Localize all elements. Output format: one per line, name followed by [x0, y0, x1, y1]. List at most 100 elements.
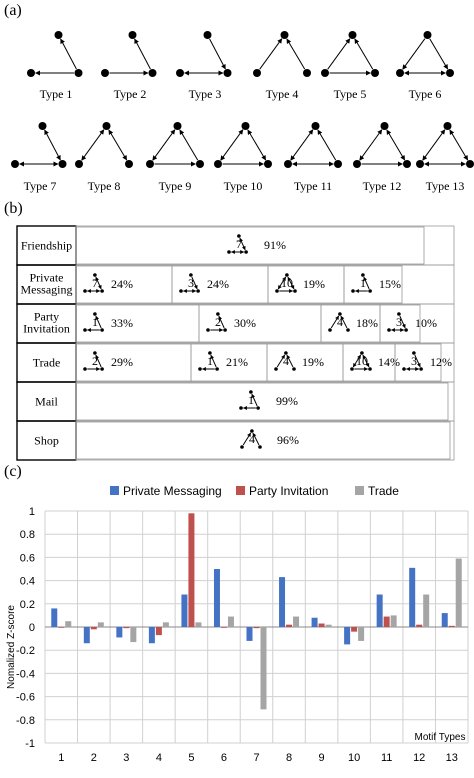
motif-edge: [44, 129, 61, 161]
motif-type-label: Type 11: [294, 179, 332, 193]
motif-edge: [242, 432, 252, 446]
motif-edge: [247, 129, 267, 161]
motif-percentage: 24%: [111, 277, 133, 291]
motif-edge: [449, 129, 469, 161]
bar-trade: [97, 622, 104, 627]
motif-number: 10: [356, 354, 368, 368]
motif-percentage: 99%: [276, 394, 298, 408]
motif-edge: [239, 237, 246, 251]
x-tick-label: 9: [319, 752, 325, 764]
bar-party-invitation: [383, 616, 390, 627]
motif-edge: [286, 354, 294, 368]
motif-edge: [95, 315, 102, 329]
motif-node: [102, 122, 111, 130]
motif-type-label: Type 8: [88, 179, 121, 193]
motif-node: [280, 31, 289, 39]
motif-node: [244, 250, 248, 254]
bar-private-messaging: [279, 577, 286, 627]
bar-trade: [455, 558, 462, 627]
motif-number: 4: [249, 432, 255, 446]
panel-b: (b) Friendship 7 91% Private Messaging 7 24% 3 2…: [0, 196, 474, 461]
motif-edge: [179, 129, 199, 161]
bar-private-messaging: [441, 613, 448, 627]
bar-private-messaging: [344, 627, 351, 645]
bar-private-messaging: [376, 594, 383, 627]
motif-2-mini-glyph: [83, 351, 104, 371]
y-tick-label: -0.2: [16, 645, 35, 657]
motif-type-10-glyph: [214, 122, 272, 168]
bar-party-invitation: [188, 513, 195, 627]
motif-edge: [209, 38, 226, 70]
motif-node: [423, 31, 432, 39]
motif-node: [284, 351, 288, 355]
motif-edge: [422, 129, 446, 161]
motif-number: 3: [188, 276, 194, 290]
legend-swatch: [355, 486, 364, 495]
motif-type-label: Type 9: [159, 179, 192, 193]
motif-edge: [354, 38, 374, 70]
motif-node: [371, 69, 379, 77]
bar-private-messaging: [311, 617, 318, 627]
motif-number: 3: [396, 315, 402, 329]
bar-private-messaging: [181, 594, 188, 627]
motif-node: [348, 31, 357, 39]
motif-node: [353, 160, 361, 168]
motif-node: [27, 69, 35, 77]
motif-node: [293, 289, 297, 293]
motif-node: [125, 160, 133, 168]
legend-label: Party Invitation: [249, 484, 328, 498]
table-row: Private Messaging 7 24% 3 24% 10 19% 1 15%: [16, 264, 455, 305]
motif-node: [214, 160, 222, 168]
motif-node: [311, 122, 320, 130]
motif-node: [284, 160, 292, 168]
motif-type-5-glyph: [321, 31, 379, 77]
motif-share-cell: [75, 226, 425, 265]
bar-private-messaging: [409, 567, 416, 627]
motif-node: [93, 312, 97, 316]
motif-node: [274, 367, 278, 371]
motif-node: [443, 122, 452, 130]
motif-type-9-glyph: [146, 122, 204, 168]
motif-node: [203, 31, 212, 39]
row-name: Trade: [33, 356, 61, 370]
motif-node: [350, 367, 354, 371]
bar-private-messaging: [148, 627, 155, 644]
motif-1-mini-glyph: [83, 312, 104, 332]
motif-type-label: Type 6: [409, 87, 442, 101]
motif-3-mini-glyph: [402, 351, 423, 371]
motif-node: [176, 69, 184, 77]
motif-node: [223, 69, 232, 77]
motif-type-3-glyph: [176, 31, 232, 77]
motif-type-label: Type 13: [426, 179, 465, 193]
row-name: Party Invitation: [23, 310, 70, 336]
motif-node: [466, 160, 474, 168]
motif-percentage: 10%: [415, 316, 437, 330]
motif-1-mini-glyph: [198, 351, 219, 371]
bar-party-invitation: [286, 624, 293, 627]
motif-number: 1: [248, 393, 254, 407]
motif-distribution-table: Friendship 7 91% Private Messaging 7 24% 3 24% 10…: [16, 225, 455, 461]
motif-edge: [363, 276, 370, 290]
motif-edge: [402, 38, 426, 70]
motif-3-mini-glyph: [387, 312, 408, 332]
legend-label: Trade: [368, 484, 399, 498]
motif-percentage: 18%: [356, 316, 378, 330]
motif-node: [346, 328, 350, 332]
motif-edge: [290, 129, 314, 161]
motif-edge: [134, 38, 151, 70]
motif-node: [196, 289, 200, 293]
motif-4-mini-glyph: [274, 351, 296, 371]
motif-percentage: 33%: [111, 316, 133, 330]
bar-private-messaging: [83, 627, 90, 644]
panel-a-label: (a): [4, 2, 22, 19]
motif-10-mini-glyph: [350, 351, 372, 371]
motif-node: [321, 69, 329, 77]
y-tick-label: 0.6: [20, 552, 35, 564]
motif-node: [241, 122, 250, 130]
x-tick-label: 12: [413, 752, 425, 764]
legend-swatch: [110, 486, 119, 495]
motif-node: [334, 160, 342, 168]
motif-node: [100, 328, 104, 332]
motif-node: [215, 367, 219, 371]
motif-type-7-glyph: [11, 122, 67, 168]
